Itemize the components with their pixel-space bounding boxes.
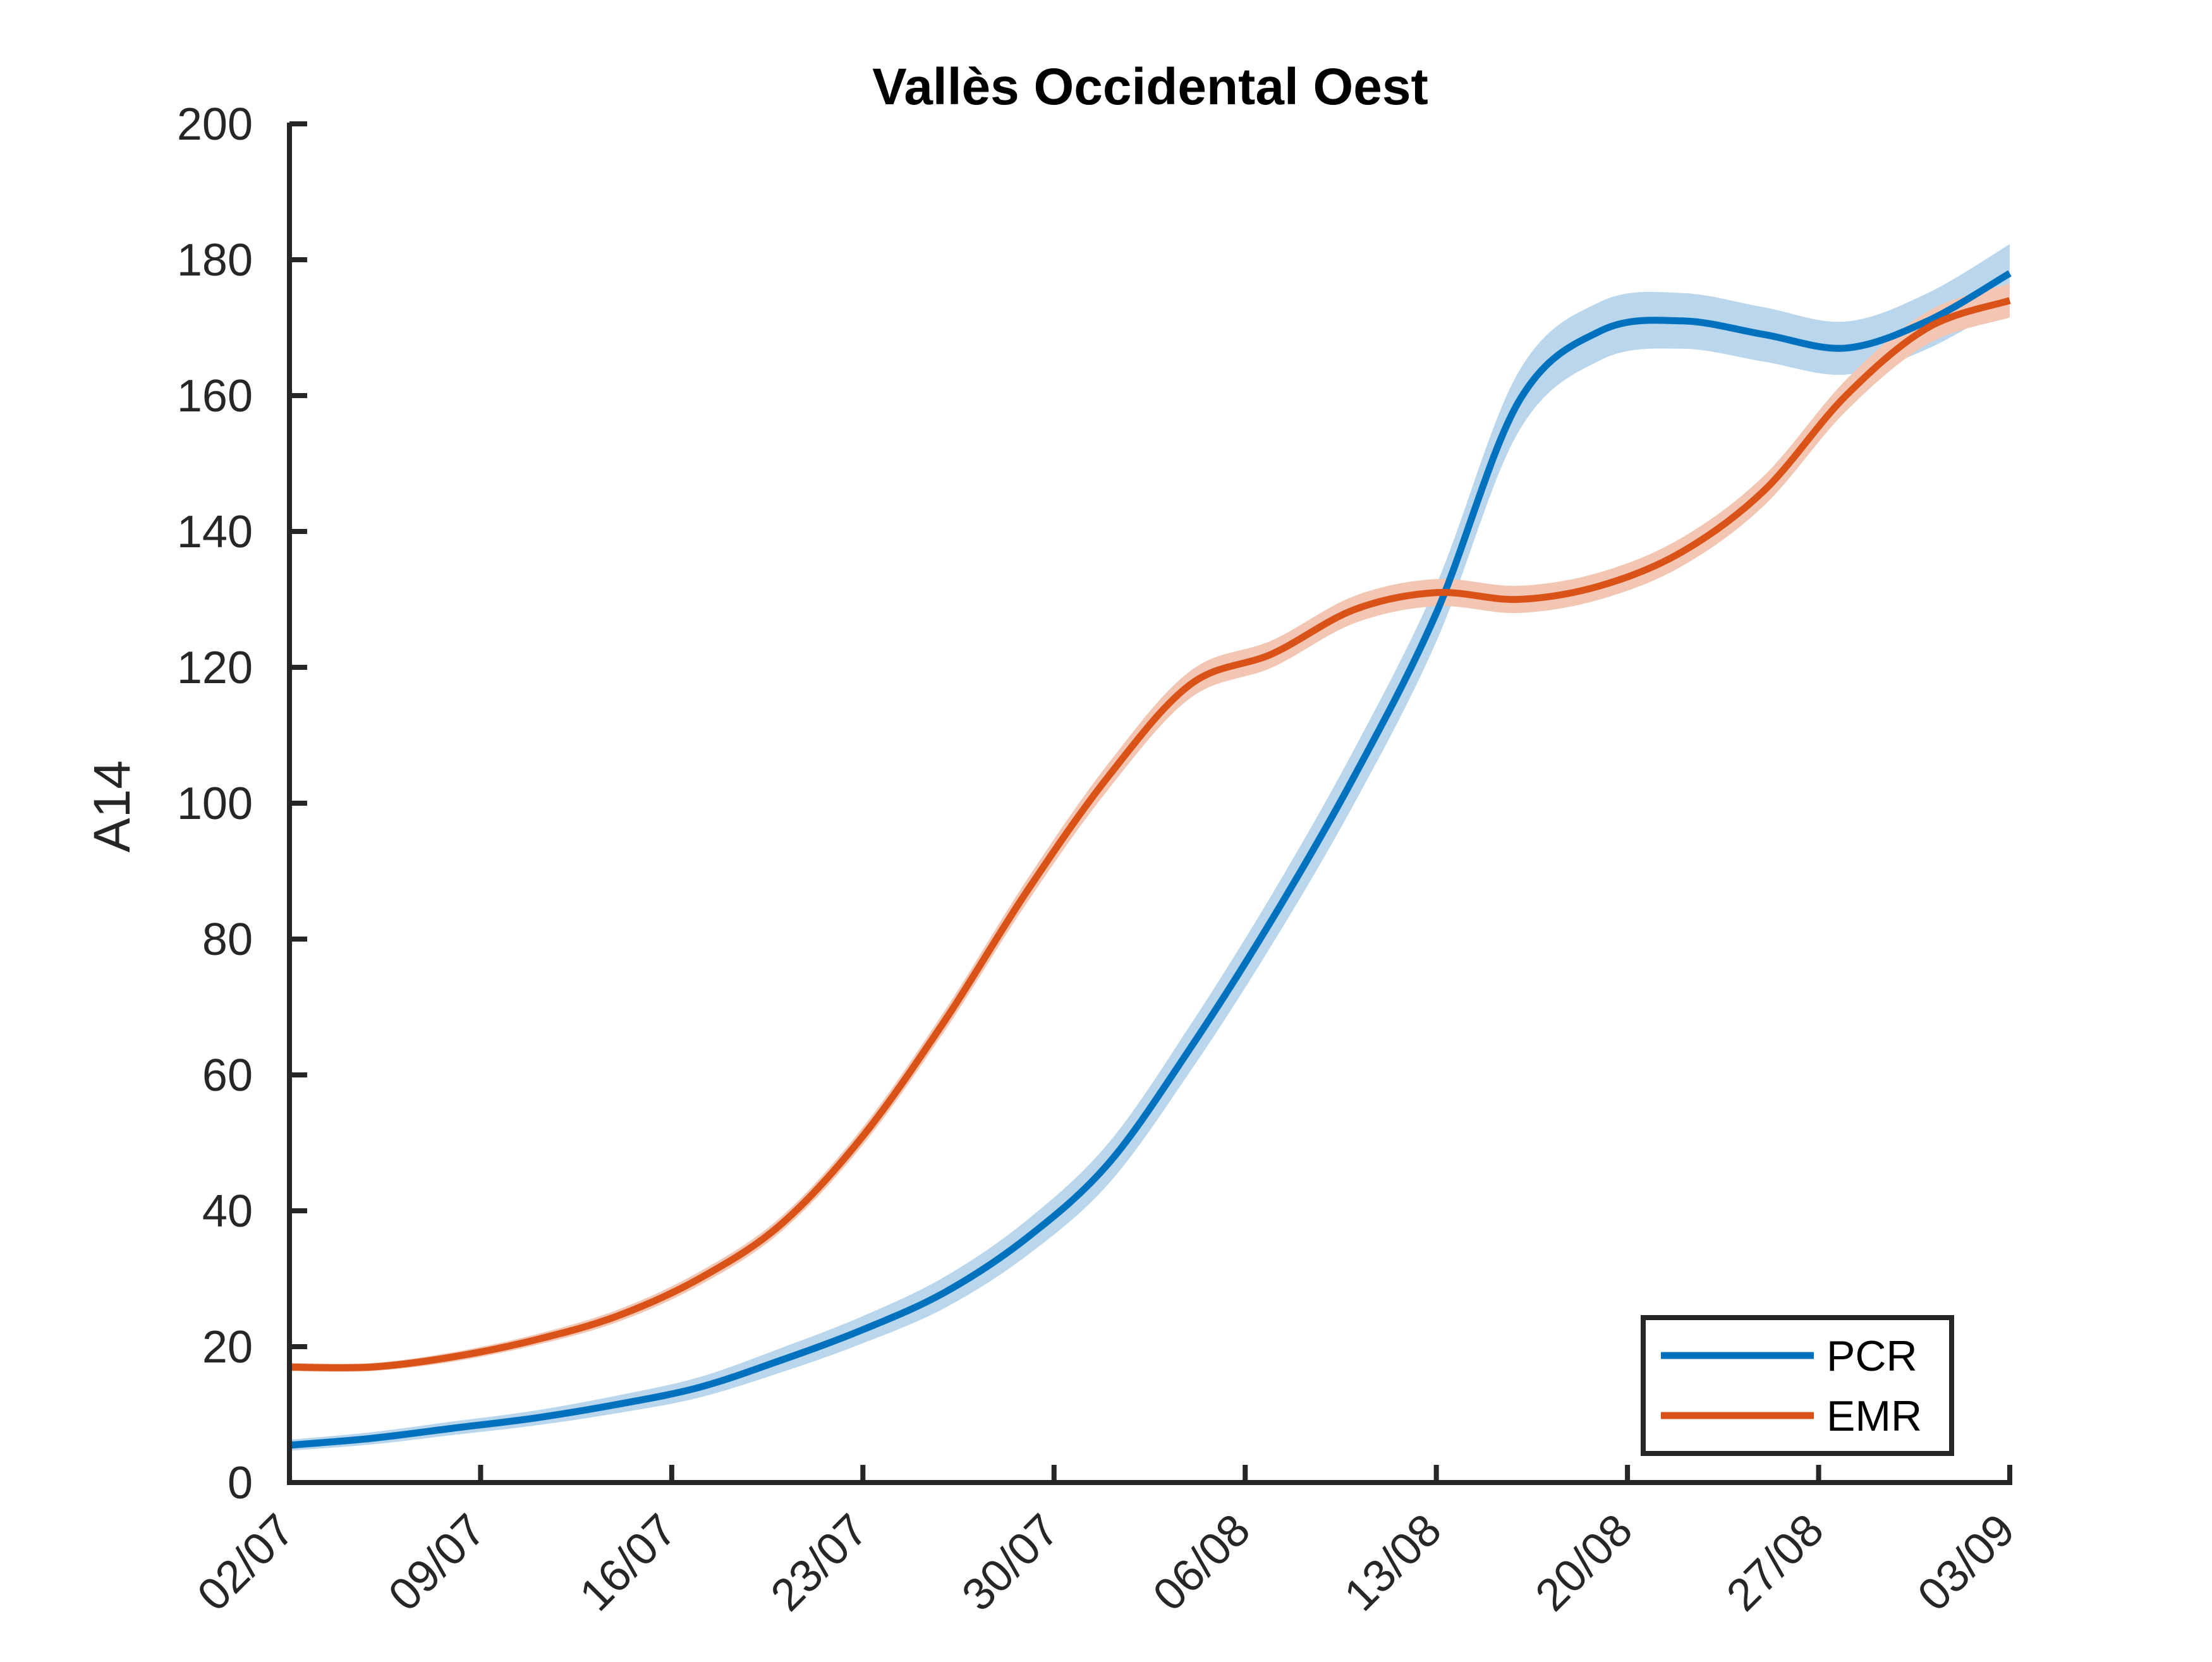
y-tick-label: 100 — [177, 779, 253, 829]
emr-confidence-band — [289, 283, 2010, 1372]
x-tick-label: 06/08 — [1144, 1505, 1260, 1621]
x-tick-label: 30/07 — [952, 1505, 1069, 1621]
pcr-line — [289, 270, 2012, 1449]
confidence-bands — [289, 244, 2010, 1451]
y-tick-label: 200 — [177, 99, 253, 150]
y-tick-label: 120 — [177, 643, 253, 693]
emr-line — [289, 297, 2011, 1371]
x-tick-label: 16/07 — [570, 1505, 686, 1621]
x-axis-ticks: 02/07 09/07 16/07 23/07 30/07 06/08 13/08 20/08… — [188, 1465, 2024, 1621]
legend-label-pcr: PCR — [1826, 1332, 1917, 1380]
legend-label-emr: EMR — [1826, 1392, 1922, 1440]
y-tick-label: 140 — [177, 507, 253, 557]
legend-box — [1641, 1315, 1954, 1456]
y-axis-label: A14 — [83, 760, 141, 852]
chart-title: Vallès Occidental Oest — [872, 58, 1428, 116]
x-tick-label: 23/07 — [762, 1505, 878, 1621]
x-tick-label: 02/07 — [188, 1505, 304, 1621]
y-axis-ticks: 0 20 40 60 80 100 120 140 160 180 200 — [177, 99, 307, 1508]
y-tick-label: 80 — [202, 914, 253, 965]
x-tick-label: 27/08 — [1717, 1505, 1833, 1621]
y-tick-label: 0 — [228, 1458, 253, 1508]
series-lines — [289, 270, 2012, 1449]
x-tick-label: 20/08 — [1526, 1505, 1642, 1621]
pcr-confidence-band — [289, 244, 2010, 1451]
y-tick-label: 20 — [202, 1322, 253, 1373]
y-tick-label: 160 — [177, 371, 253, 422]
y-tick-label: 40 — [202, 1186, 253, 1237]
y-tick-label: 180 — [177, 235, 253, 286]
x-tick-label: 03/09 — [1908, 1505, 2024, 1621]
x-tick-label: 09/07 — [379, 1505, 495, 1621]
y-tick-label: 60 — [202, 1050, 253, 1101]
x-tick-label: 13/08 — [1335, 1505, 1451, 1621]
legend: PCR EMR — [1641, 1315, 1954, 1456]
